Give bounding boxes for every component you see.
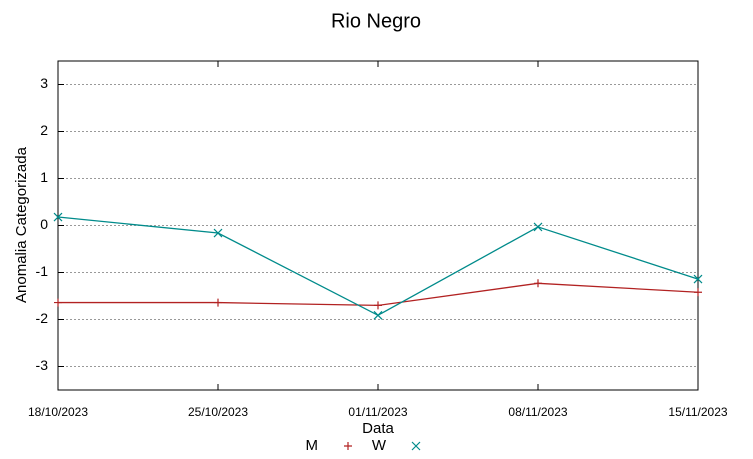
point-marker [694, 288, 702, 297]
point-marker [534, 279, 542, 288]
legend-marker [344, 442, 352, 450]
x-axis-label: Data [362, 420, 394, 437]
x-tick-label: 08/11/2023 [508, 405, 567, 419]
point-marker [533, 222, 543, 232]
legend-label: W [372, 437, 387, 454]
point-marker [53, 212, 63, 222]
point-marker [214, 298, 222, 307]
chart-title: Rio Negro [331, 10, 421, 32]
series-line [57, 216, 699, 317]
point-marker [693, 274, 703, 284]
y-tick-label: 3 [40, 75, 48, 91]
x-tick-label: 01/11/2023 [348, 405, 407, 419]
point-marker [374, 301, 382, 310]
x-tick-label: 15/11/2023 [668, 405, 727, 419]
legend-label: M [306, 437, 319, 454]
y-tick-label: 1 [40, 169, 48, 185]
y-axis-label: Anomalia Categorizada [13, 146, 30, 303]
y-tick-label: -3 [36, 357, 49, 373]
y-tick-label: 2 [40, 122, 48, 138]
point-marker [213, 228, 223, 238]
x-tick-label: 18/10/2023 [28, 405, 88, 419]
x-tick-label: 25/10/2023 [188, 405, 248, 419]
y-tick-label: -2 [36, 310, 49, 326]
y-tick-label: -1 [36, 263, 49, 279]
point-marker [373, 310, 383, 320]
legend-marker [411, 441, 421, 451]
point-marker [54, 298, 62, 307]
y-tick-label: 0 [40, 216, 48, 232]
